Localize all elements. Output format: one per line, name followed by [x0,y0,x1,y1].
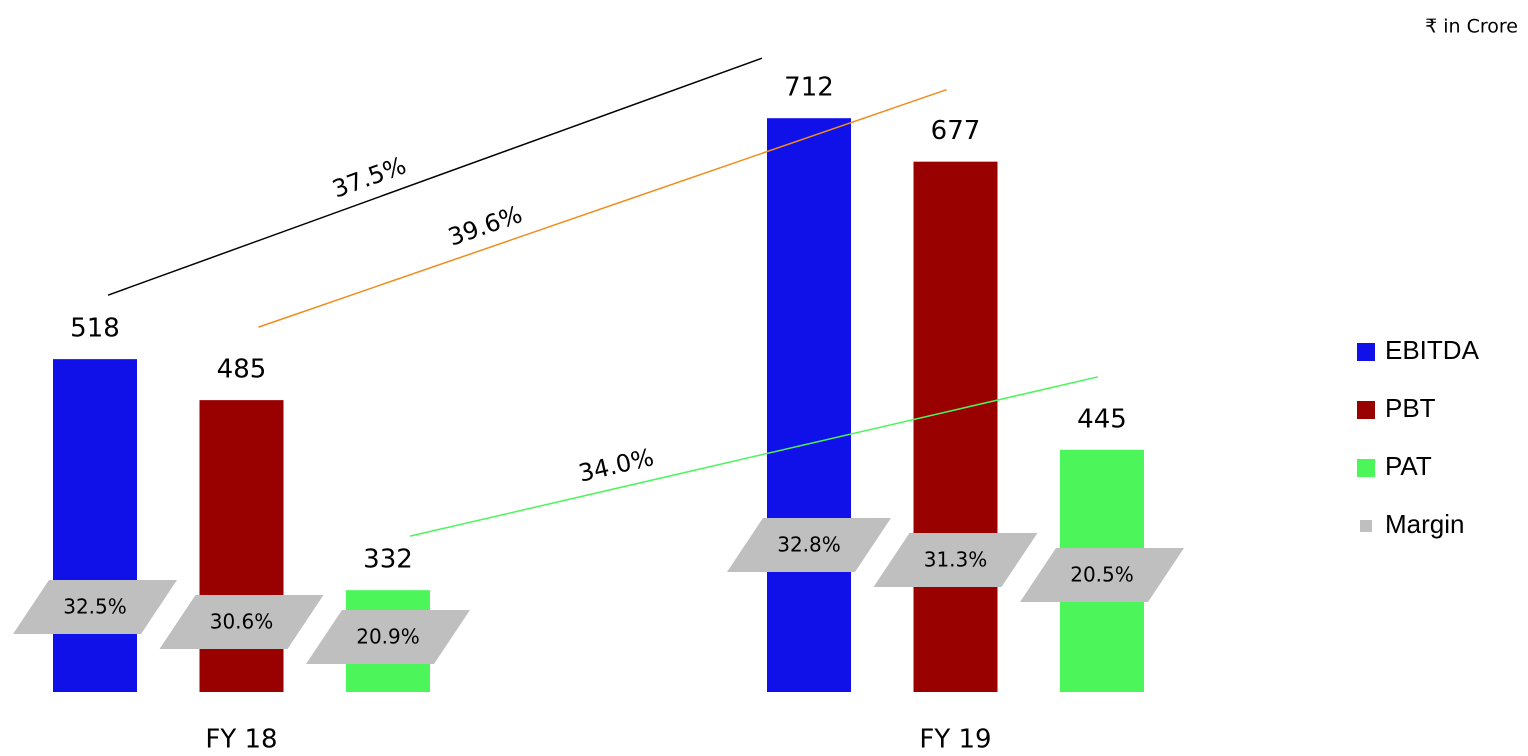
growth-label: 39.6% [445,200,526,251]
growth-label: 37.5% [329,151,410,203]
growth-line [107,57,763,296]
value-label: 485 [217,355,267,385]
x-tick-label: FY 18 [205,725,277,755]
margin-badge [727,518,891,572]
legend-label: EBITDA [1385,335,1480,365]
value-label: 445 [1077,404,1127,434]
margin-label: 30.6% [210,610,274,634]
margin-label: 32.8% [777,533,841,557]
bar [913,161,998,692]
legend-swatch [1357,401,1375,419]
margin-badge [306,610,470,664]
margin-badge [13,580,177,634]
value-label: 332 [363,545,413,575]
margin-label: 20.9% [356,625,420,649]
value-label: 677 [931,116,981,146]
value-label: 712 [784,73,834,103]
unit-label: ₹ in Crore [1425,16,1518,38]
growth-line [258,88,947,328]
margin-label: 31.3% [924,548,988,572]
legend-swatch [1357,343,1375,361]
legend-label: PAT [1385,451,1432,481]
margin-badge [873,533,1038,587]
margin-label: 32.5% [63,595,127,619]
margin-badge [159,595,324,649]
margin-badge [1020,548,1184,602]
value-label: 518 [70,314,120,344]
growth-label: 34.0% [576,443,657,487]
legend-label: Margin [1385,509,1464,539]
legend-swatch [1357,459,1375,477]
legend-swatch [1360,520,1372,532]
bar [53,359,137,692]
x-tick-label: FY 19 [919,725,991,755]
legend-label: PBT [1385,393,1436,423]
bar [767,118,851,693]
growth-line [409,376,1099,537]
margin-label: 20.5% [1070,563,1134,587]
